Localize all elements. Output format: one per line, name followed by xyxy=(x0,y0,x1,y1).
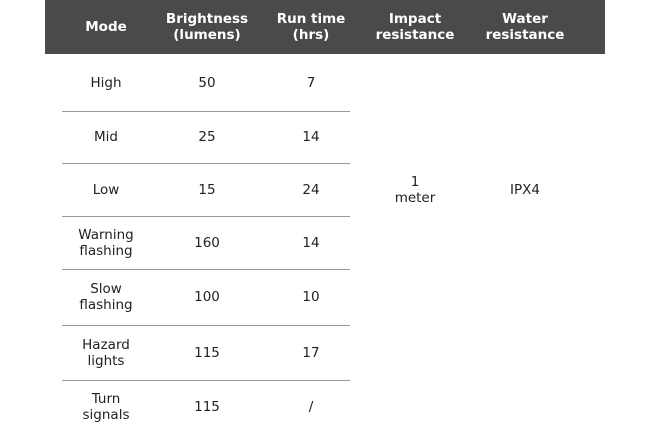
impact-resistance-cell: 1 meter xyxy=(394,173,436,206)
runtime-cell: 10 xyxy=(302,289,320,305)
mode-cell: Mid xyxy=(94,129,118,145)
brightness-cell: 25 xyxy=(198,129,216,145)
mode-cell: Slow flashing xyxy=(79,281,133,313)
column-header: Impact resistance xyxy=(375,11,455,43)
row-divider xyxy=(62,380,350,381)
brightness-cell: 115 xyxy=(194,398,220,415)
mode-cell: Turn signals xyxy=(82,390,130,423)
brightness-cell: 15 xyxy=(198,181,216,198)
brightness-cell: 50 xyxy=(198,74,216,91)
row-divider xyxy=(62,325,350,326)
brightness-cell: 160 xyxy=(194,234,220,251)
mode-cell: Hazard lights xyxy=(82,336,130,369)
runtime-cell: 7 xyxy=(306,74,316,91)
row-divider xyxy=(62,269,350,270)
brightness-cell: 115 xyxy=(194,344,220,361)
column-header: Water resistance xyxy=(485,11,565,43)
mode-cell: Warning flashing xyxy=(78,226,134,259)
column-header: Mode xyxy=(85,19,127,35)
row-divider xyxy=(62,216,350,217)
runtime-cell: 14 xyxy=(302,234,320,251)
row-divider xyxy=(62,111,350,112)
column-header: Run time (hrs) xyxy=(276,11,346,43)
brightness-cell: 100 xyxy=(194,289,220,305)
mode-cell: High xyxy=(90,74,122,91)
runtime-cell: 24 xyxy=(302,181,320,198)
mode-cell: Low xyxy=(92,181,120,198)
row-divider xyxy=(62,163,350,164)
table-header: Mode Brightness (lumens) Run time (hrs) Imp… xyxy=(45,0,605,54)
water-resistance-cell: IPX4 xyxy=(510,181,540,198)
runtime-cell: / xyxy=(308,398,314,415)
column-header: Brightness (lumens) xyxy=(165,11,249,43)
runtime-cell: 17 xyxy=(302,344,320,361)
runtime-cell: 14 xyxy=(302,129,320,145)
